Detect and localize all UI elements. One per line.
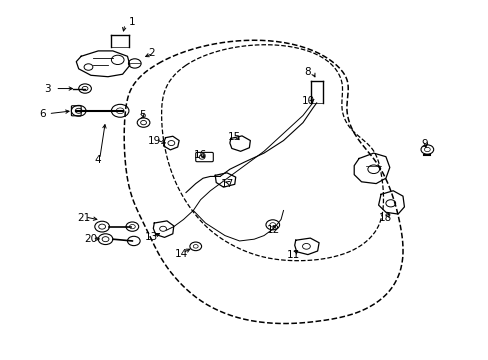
- Text: 14: 14: [174, 248, 187, 258]
- Text: 16: 16: [194, 150, 207, 160]
- Text: 3: 3: [43, 84, 50, 94]
- Text: 1: 1: [129, 17, 135, 27]
- Text: 8: 8: [304, 67, 310, 77]
- Text: 15: 15: [228, 132, 241, 142]
- Text: 19: 19: [147, 136, 161, 145]
- Text: 2: 2: [148, 48, 155, 58]
- Text: 4: 4: [95, 155, 102, 165]
- Text: 9: 9: [421, 139, 427, 149]
- Text: 17: 17: [221, 179, 234, 189]
- Text: 13: 13: [145, 232, 158, 242]
- Text: 20: 20: [84, 234, 97, 244]
- Text: 11: 11: [286, 250, 299, 260]
- Text: 5: 5: [139, 111, 145, 121]
- Text: 12: 12: [266, 225, 280, 235]
- Text: 6: 6: [39, 109, 45, 119]
- Text: 18: 18: [379, 213, 392, 222]
- Text: 21: 21: [77, 213, 90, 222]
- Text: 10: 10: [301, 96, 314, 106]
